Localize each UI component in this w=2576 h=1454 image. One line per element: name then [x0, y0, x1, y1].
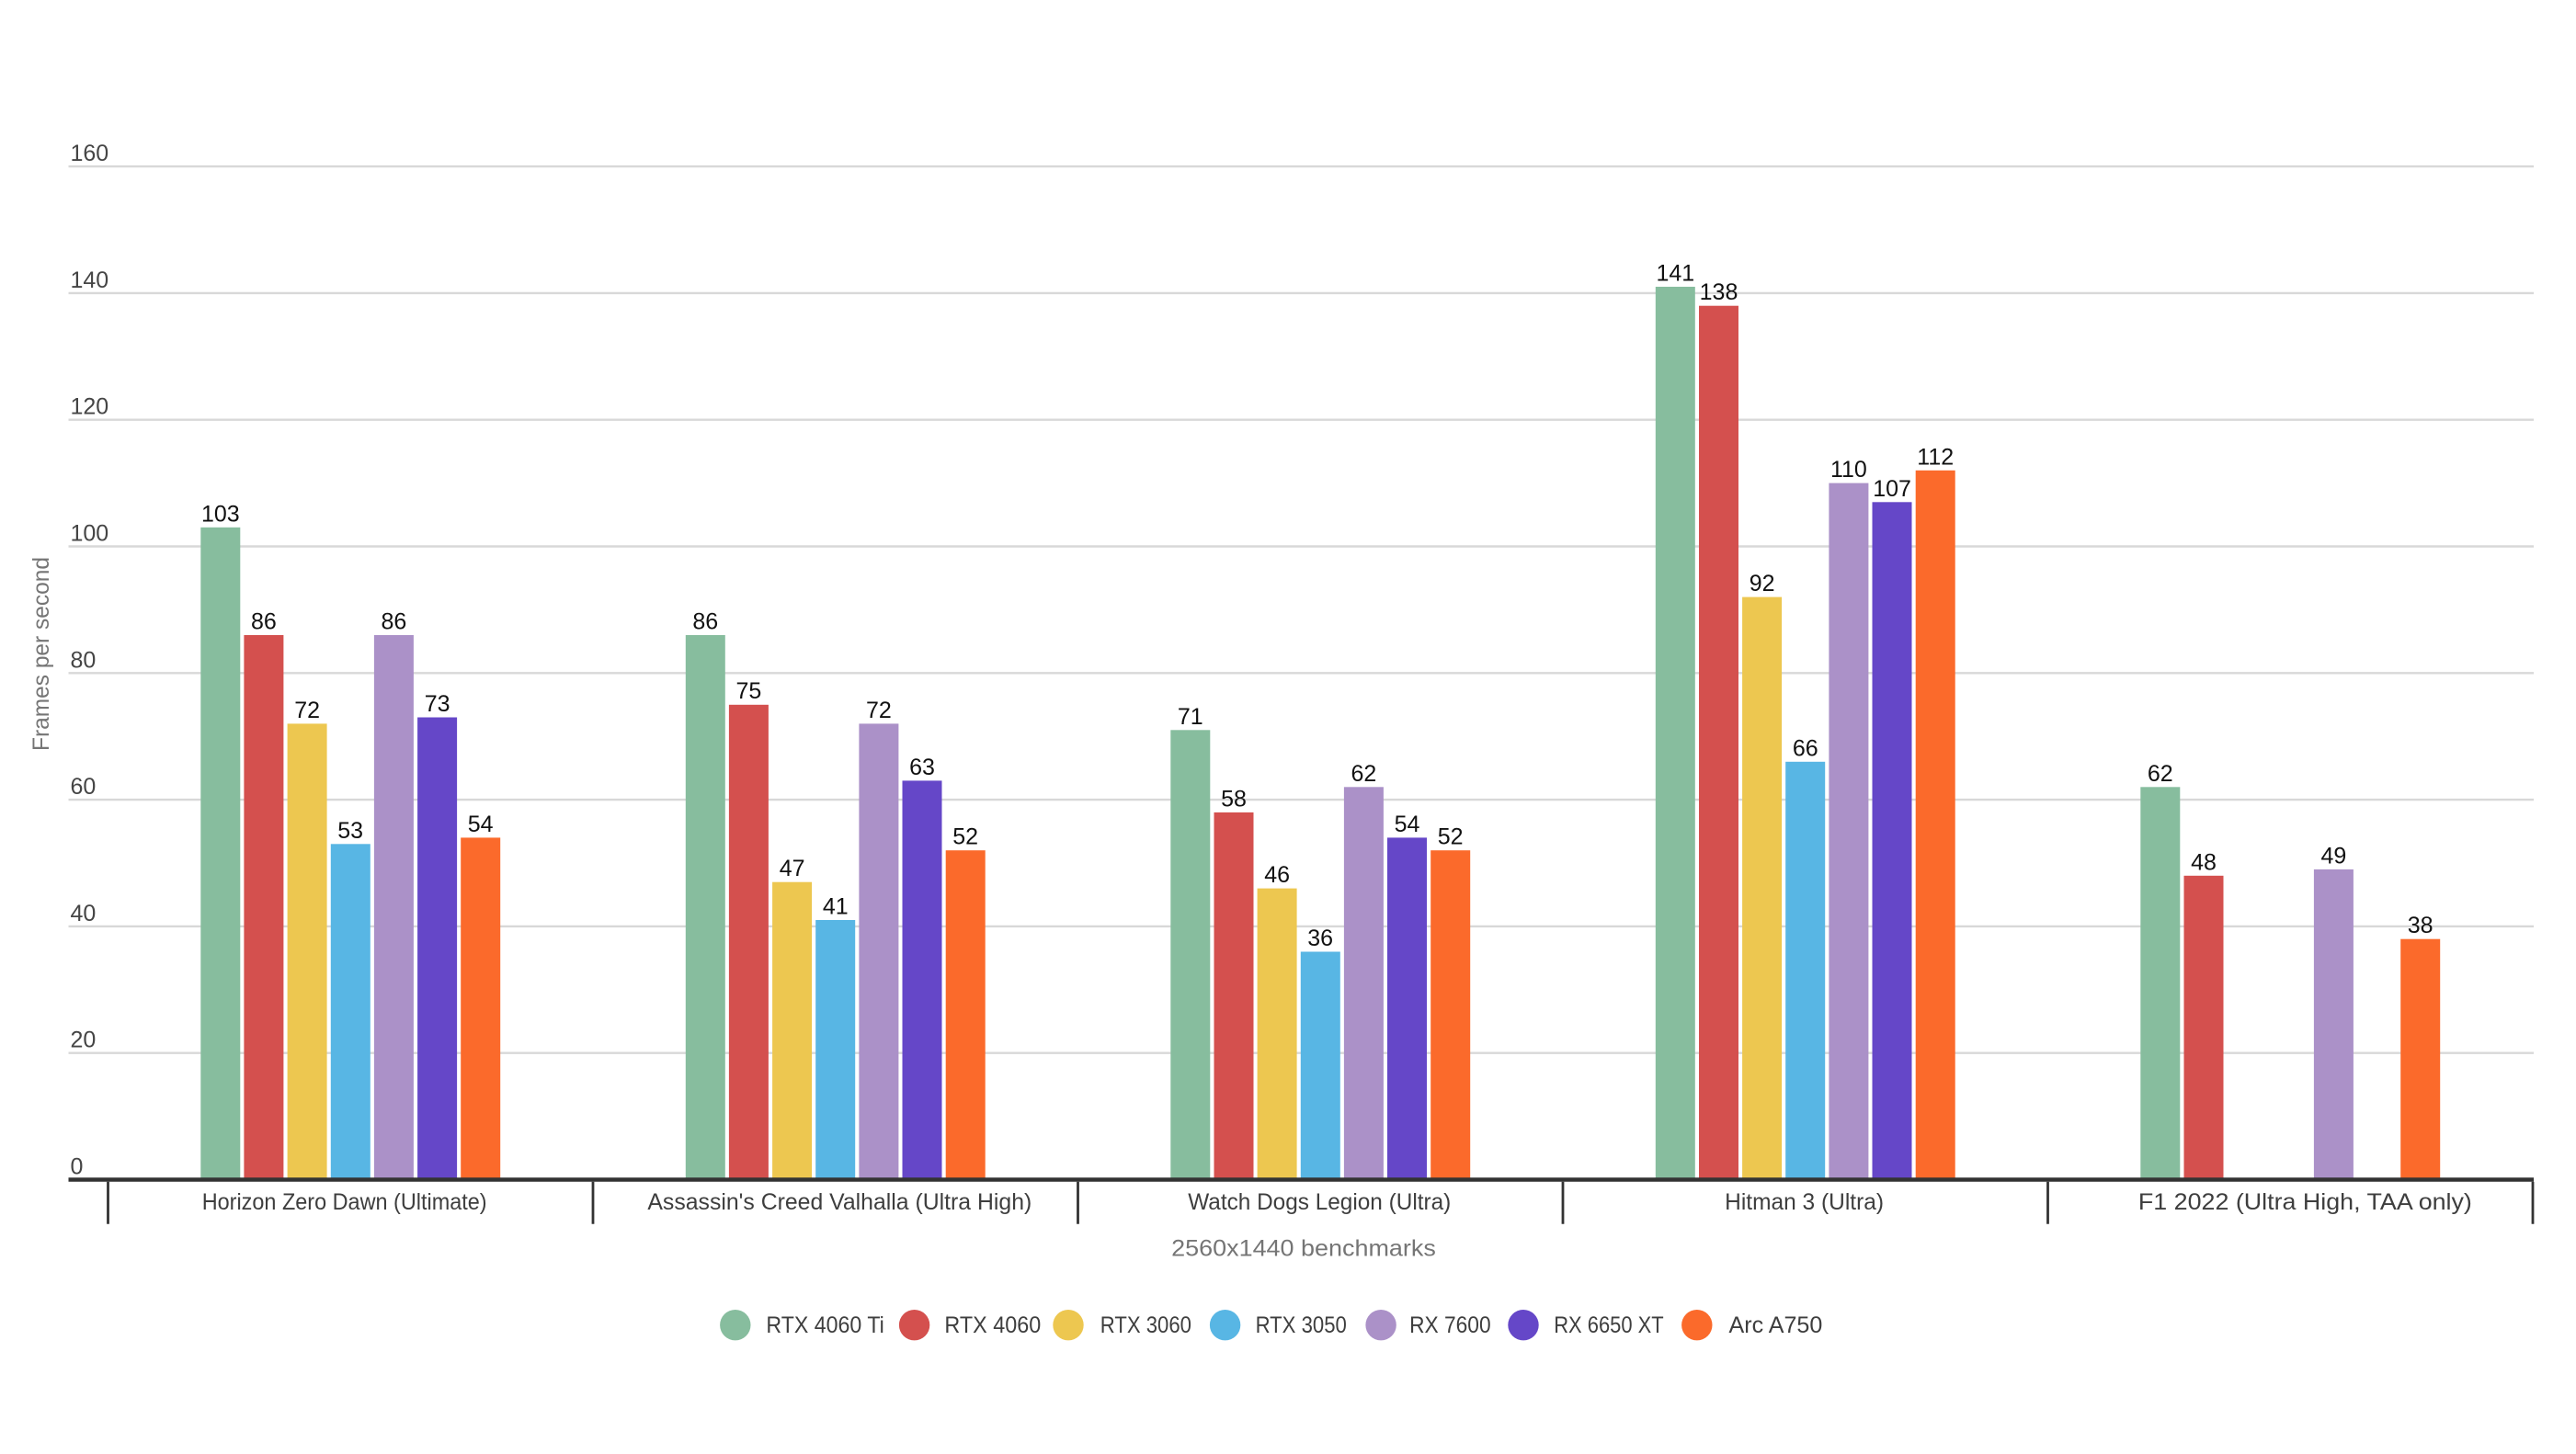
svg-text:75: 75 — [735, 678, 761, 704]
svg-text:F1 2022 (Ultra High, TAA only): F1 2022 (Ultra High, TAA only) — [2138, 1189, 2472, 1215]
svg-text:103: 103 — [201, 501, 240, 527]
svg-text:60: 60 — [71, 774, 97, 800]
svg-text:72: 72 — [294, 698, 320, 723]
svg-text:120: 120 — [71, 394, 109, 420]
svg-text:38: 38 — [2408, 913, 2434, 938]
svg-text:Horizon Zero Dawn (Ultimate): Horizon Zero Dawn (Ultimate) — [202, 1189, 487, 1215]
svg-text:Frames per second: Frames per second — [28, 557, 54, 751]
svg-text:Hitman 3 (Ultra): Hitman 3 (Ultra) — [1725, 1189, 1884, 1215]
svg-text:48: 48 — [2191, 849, 2217, 875]
svg-text:54: 54 — [468, 812, 494, 837]
svg-text:71: 71 — [1178, 704, 1203, 730]
svg-text:62: 62 — [1351, 761, 1376, 787]
svg-text:RTX 4060: RTX 4060 — [944, 1312, 1041, 1338]
svg-text:Assassin's Creed Valhalla (Ult: Assassin's Creed Valhalla (Ultra High) — [647, 1189, 1032, 1215]
svg-text:100: 100 — [71, 521, 109, 547]
svg-text:49: 49 — [2320, 843, 2346, 869]
svg-text:RX 7600: RX 7600 — [1409, 1312, 1491, 1338]
svg-text:Watch Dogs Legion (Ultra): Watch Dogs Legion (Ultra) — [1188, 1189, 1451, 1215]
svg-text:66: 66 — [1793, 735, 1818, 761]
svg-text:RX 6650 XT: RX 6650 XT — [1554, 1312, 1664, 1338]
svg-text:140: 140 — [71, 267, 109, 293]
svg-text:40: 40 — [71, 901, 97, 926]
svg-text:58: 58 — [1221, 786, 1247, 812]
svg-text:RTX 3060: RTX 3060 — [1100, 1312, 1191, 1338]
svg-text:86: 86 — [381, 609, 406, 635]
svg-text:52: 52 — [1438, 824, 1464, 850]
svg-text:36: 36 — [1307, 926, 1333, 951]
svg-text:0: 0 — [71, 1154, 84, 1180]
svg-text:86: 86 — [692, 609, 718, 635]
svg-text:54: 54 — [1395, 812, 1420, 837]
svg-text:141: 141 — [1656, 261, 1694, 287]
svg-text:46: 46 — [1264, 862, 1290, 888]
svg-text:62: 62 — [2148, 761, 2173, 787]
svg-text:112: 112 — [1917, 444, 1954, 470]
svg-text:Arc A750: Arc A750 — [1729, 1312, 1823, 1338]
svg-text:72: 72 — [866, 698, 892, 723]
svg-text:110: 110 — [1830, 457, 1867, 483]
svg-text:53: 53 — [337, 818, 363, 844]
svg-text:107: 107 — [1873, 476, 1911, 502]
svg-text:86: 86 — [251, 609, 277, 635]
svg-text:41: 41 — [823, 894, 849, 920]
svg-text:RTX 4060 Ti: RTX 4060 Ti — [766, 1312, 883, 1338]
svg-text:47: 47 — [780, 856, 805, 881]
svg-text:20: 20 — [71, 1028, 97, 1053]
svg-text:63: 63 — [909, 755, 935, 780]
svg-text:RTX 3050: RTX 3050 — [1256, 1312, 1347, 1338]
svg-text:80: 80 — [71, 647, 97, 673]
svg-text:2560x1440 benchmarks: 2560x1440 benchmarks — [1171, 1236, 1436, 1262]
svg-text:138: 138 — [1700, 279, 1738, 305]
svg-text:52: 52 — [952, 824, 978, 850]
svg-text:160: 160 — [71, 141, 109, 166]
svg-text:73: 73 — [425, 691, 450, 717]
svg-text:92: 92 — [1750, 571, 1775, 596]
